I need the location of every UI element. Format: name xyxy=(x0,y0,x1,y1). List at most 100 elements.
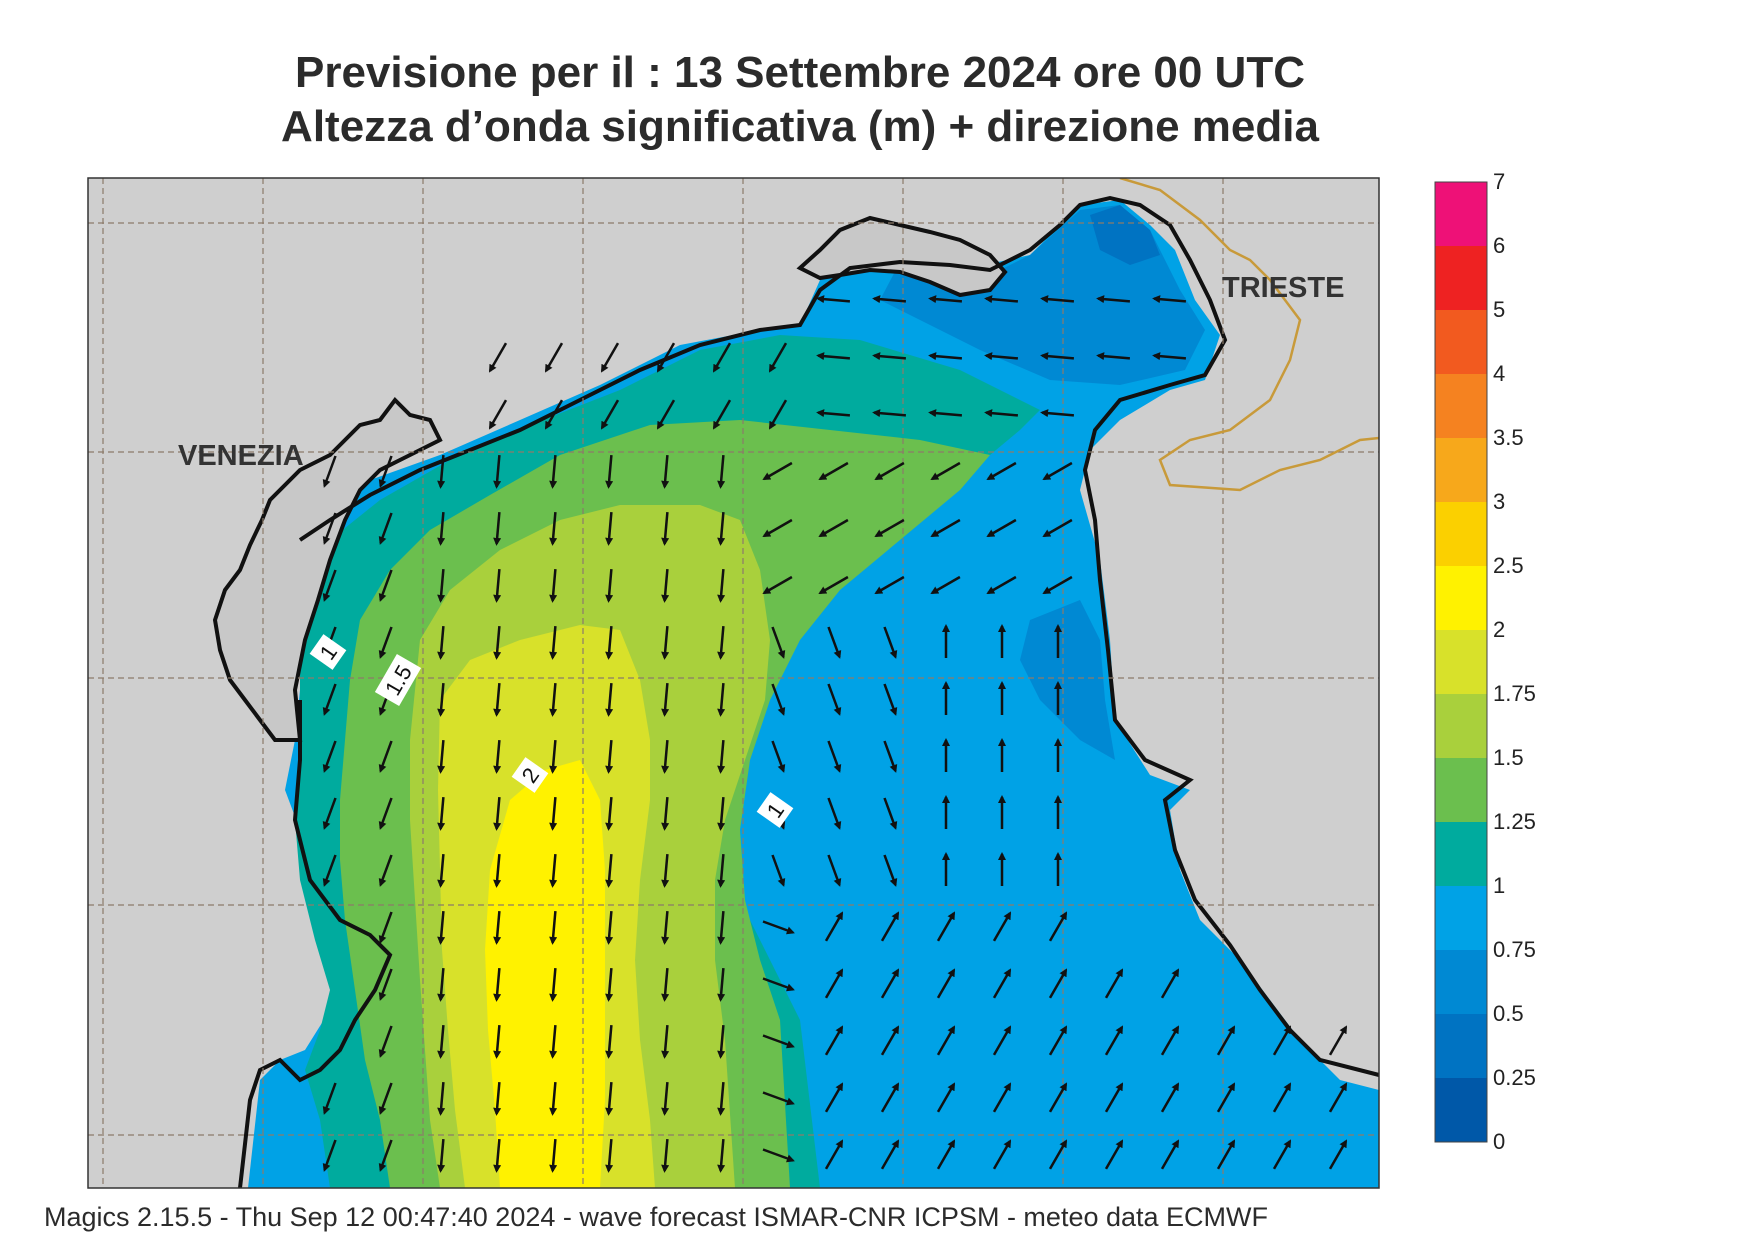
wave-direction-arrow xyxy=(605,454,614,489)
wave-direction-arrow xyxy=(1160,1025,1180,1056)
wave-direction-arrow xyxy=(322,797,337,830)
wave-direction-arrow xyxy=(493,625,502,660)
color-scale-swatch xyxy=(1435,374,1487,439)
wave-direction-arrow xyxy=(493,796,502,831)
wave-direction-arrow xyxy=(661,796,670,831)
wave-direction-arrow xyxy=(992,1139,1012,1170)
wave-direction-arrow xyxy=(549,454,558,489)
wave-direction-arrow xyxy=(717,454,726,489)
wave-direction-arrow xyxy=(437,682,446,717)
wave-direction-arrow xyxy=(762,977,795,992)
color-scale-swatch xyxy=(1435,566,1487,631)
wave-direction-arrow xyxy=(872,409,907,418)
wave-direction-arrow xyxy=(816,352,851,361)
wave-direction-arrow xyxy=(378,512,393,545)
wave-direction-arrow xyxy=(437,454,446,489)
wave-direction-arrow xyxy=(661,568,670,603)
wave-direction-arrow xyxy=(437,568,446,603)
color-scale-tick-label: 2.5 xyxy=(1493,553,1524,578)
color-scale-tick-label: 7 xyxy=(1493,169,1505,194)
wave-direction-arrow xyxy=(717,511,726,546)
wave-direction-arrow xyxy=(661,910,670,945)
wave-direction-arrow xyxy=(1040,295,1075,304)
wave-direction-arrow xyxy=(986,461,1017,481)
wave-direction-arrow xyxy=(1048,1025,1068,1056)
land-north-coast xyxy=(796,215,1008,298)
wave-direction-arrow xyxy=(771,683,786,716)
wave-direction-arrow xyxy=(1216,1082,1236,1113)
wave-direction-arrow xyxy=(322,1082,337,1115)
border-line xyxy=(1119,178,1379,492)
color-scale-tick-label: 1.5 xyxy=(1493,745,1524,770)
color-scale-swatch xyxy=(1435,822,1487,887)
wave-direction-arrow xyxy=(762,1148,795,1163)
wave-direction-arrow xyxy=(493,853,502,888)
wave-direction-arrow xyxy=(883,797,898,830)
wave-direction-arrow xyxy=(936,911,956,942)
color-scale-tick-label: 2 xyxy=(1493,617,1505,642)
wave-direction-arrow xyxy=(378,854,393,887)
wave-direction-arrow xyxy=(437,1138,446,1173)
wave-direction-arrow xyxy=(378,740,393,773)
wave-direction-arrow xyxy=(549,1024,558,1059)
color-scale-tick-label: 3 xyxy=(1493,489,1505,514)
wave-direction-arrow xyxy=(605,511,614,546)
wave-direction-arrow xyxy=(549,682,558,717)
wave-direction-arrow xyxy=(605,1024,614,1059)
contour-label-2: 2 xyxy=(511,757,549,793)
map-title: Previsione per il : 13 Settembre 2024 or… xyxy=(294,48,1305,97)
wave-direction-arrow xyxy=(322,683,337,716)
wave-direction-arrow xyxy=(827,626,842,659)
wave-direction-arrow xyxy=(1042,461,1073,481)
wave-direction-arrow xyxy=(717,796,726,831)
wave-direction-arrow xyxy=(762,518,793,538)
wave-direction-arrow xyxy=(880,911,900,942)
wave-direction-arrow xyxy=(1160,1082,1180,1113)
wave-direction-arrow xyxy=(986,575,1017,595)
wave-direction-arrow xyxy=(549,910,558,945)
wave-direction-arrow xyxy=(827,683,842,716)
wave-direction-arrow xyxy=(493,1138,502,1173)
wave-direction-arrow xyxy=(322,740,337,773)
wave-direction-arrow xyxy=(493,454,502,489)
wave-direction-arrow xyxy=(1042,575,1073,595)
wave-direction-arrow xyxy=(1328,1139,1348,1170)
wave-direction-arrow xyxy=(984,409,1019,418)
wave-direction-arrow xyxy=(880,1082,900,1113)
wave-direction-arrow xyxy=(717,625,726,660)
color-scale-swatch xyxy=(1435,182,1487,247)
wave-direction-arrow xyxy=(378,1082,393,1115)
wave-direction-arrow xyxy=(605,910,614,945)
wave-direction-arrow xyxy=(605,1081,614,1116)
wave-direction-arrow xyxy=(992,968,1012,999)
wave-direction-arrow xyxy=(661,967,670,1002)
wave-direction-arrow xyxy=(322,569,337,602)
wave-direction-arrow xyxy=(1160,968,1180,999)
wave-direction-arrow xyxy=(818,518,849,538)
wave-direction-arrow xyxy=(717,1081,726,1116)
color-scale-tick-label: 1.75 xyxy=(1493,681,1536,706)
wave-direction-arrow xyxy=(1104,1082,1124,1113)
color-scale-tick-label: 1.25 xyxy=(1493,809,1536,834)
wave-direction-arrow xyxy=(874,518,905,538)
wave-direction-arrow xyxy=(986,518,1017,538)
wave-direction-arrow xyxy=(437,739,446,774)
wave-direction-arrow xyxy=(717,1138,726,1173)
wave-direction-arrow xyxy=(378,455,393,488)
wave-direction-arrow xyxy=(768,342,788,373)
wave-direction-arrow xyxy=(824,1025,844,1056)
wave-direction-arrow xyxy=(378,1025,393,1058)
wave-direction-arrow xyxy=(992,1025,1012,1056)
color-scale-tick-label: 4 xyxy=(1493,361,1505,386)
wave-direction-arrow xyxy=(493,1081,502,1116)
wave-direction-arrow xyxy=(549,1138,558,1173)
wave-direction-arrow xyxy=(661,853,670,888)
wave-direction-arrow xyxy=(549,1081,558,1116)
wave-direction-arrow xyxy=(1328,1082,1348,1113)
wave-direction-arrow xyxy=(437,625,446,660)
wave-direction-arrow xyxy=(827,797,842,830)
wave-direction-arrow xyxy=(936,1025,956,1056)
wave-direction-arrow xyxy=(600,342,620,373)
wave-direction-arrow xyxy=(437,910,446,945)
contour-label-1-west: 1 xyxy=(309,634,347,670)
